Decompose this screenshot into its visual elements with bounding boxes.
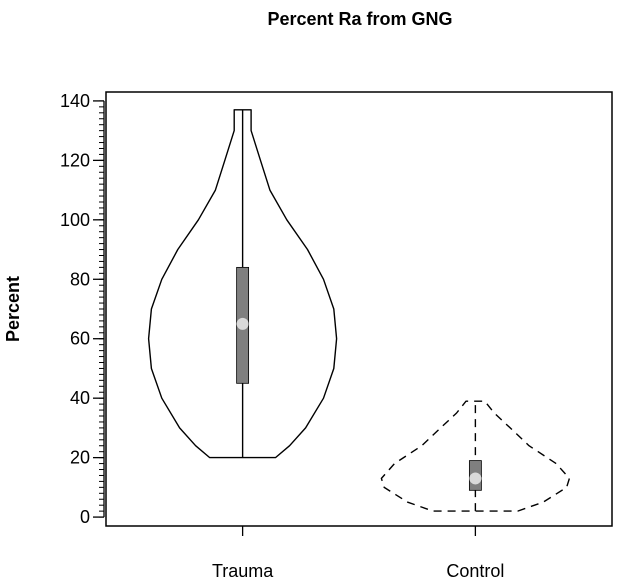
y-tick-label: 20 (70, 448, 90, 468)
y-axis: 0 20 40 60 80 100 120 140 (60, 91, 105, 527)
violins (147, 109, 571, 512)
y-tick-label: 120 (60, 150, 90, 170)
x-axis: Trauma Control (212, 526, 504, 581)
violin-outline (380, 400, 571, 512)
y-axis-label: Percent (3, 276, 23, 342)
x-category-label: Trauma (212, 561, 274, 581)
y-tick-label: 80 (70, 269, 90, 289)
y-tick-label: 0 (80, 507, 90, 527)
plot-frame (105, 91, 613, 527)
violin-median-point (469, 472, 482, 485)
violin-outline (147, 109, 338, 459)
y-tick-label: 40 (70, 388, 90, 408)
chart-title: Percent Ra from GNG (267, 9, 452, 29)
y-tick-label: 140 (60, 91, 90, 111)
x-category-label: Control (446, 561, 504, 581)
y-tick-label: 100 (60, 210, 90, 230)
violin-median-point (236, 317, 249, 330)
y-tick-label: 60 (70, 329, 90, 349)
